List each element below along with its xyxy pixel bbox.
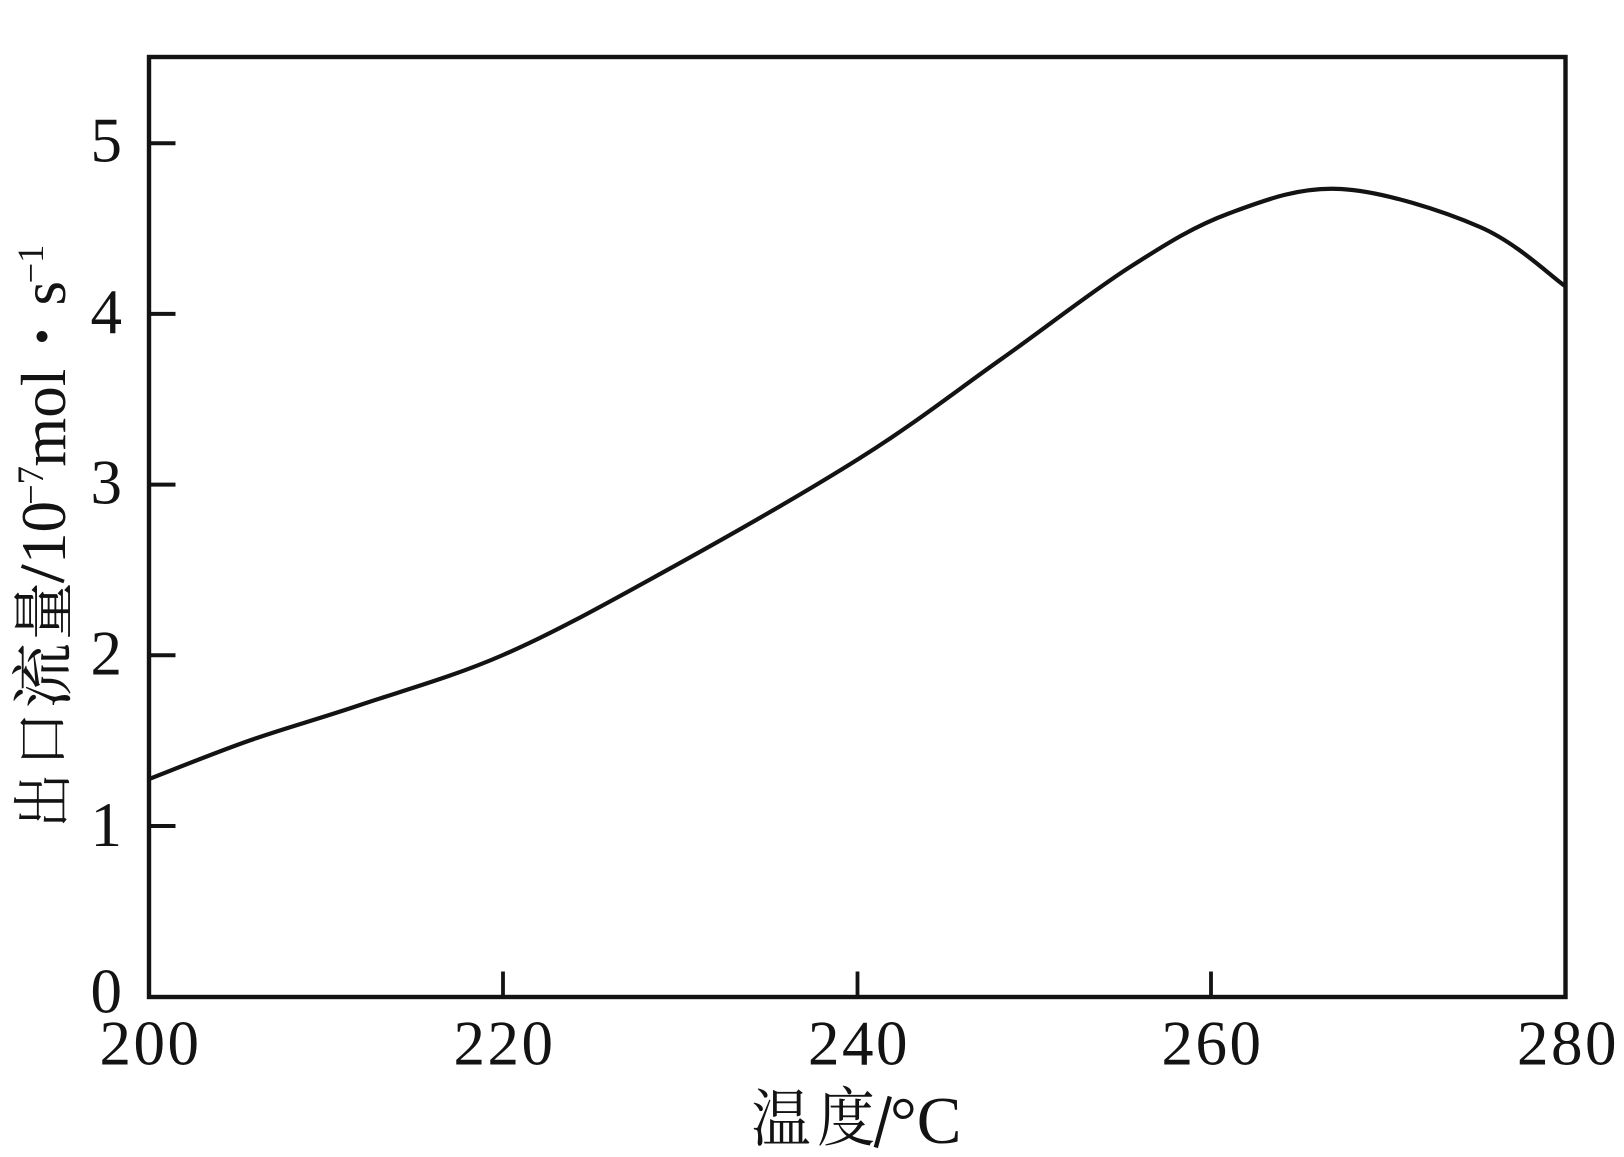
svg-text:0: 0 [91, 956, 123, 1026]
svg-text:4: 4 [91, 277, 123, 347]
svg-text:3: 3 [91, 448, 123, 518]
svg-text:°C: °C [890, 1084, 961, 1157]
svg-text:260: 260 [1162, 1009, 1264, 1079]
svg-text:−7: −7 [10, 466, 51, 505]
svg-text:5: 5 [91, 106, 123, 176]
svg-text:−1: −1 [10, 245, 51, 284]
svg-text:240: 240 [808, 1009, 910, 1079]
svg-text:220: 220 [454, 1009, 556, 1079]
svg-text:200: 200 [100, 1009, 202, 1079]
svg-text:10: 10 [9, 501, 79, 564]
svg-text:2: 2 [91, 618, 123, 688]
svg-text:s: s [9, 281, 79, 306]
svg-text:1: 1 [91, 790, 123, 860]
svg-text:mol: mol [9, 369, 79, 467]
svg-text:280: 280 [1517, 1009, 1619, 1079]
